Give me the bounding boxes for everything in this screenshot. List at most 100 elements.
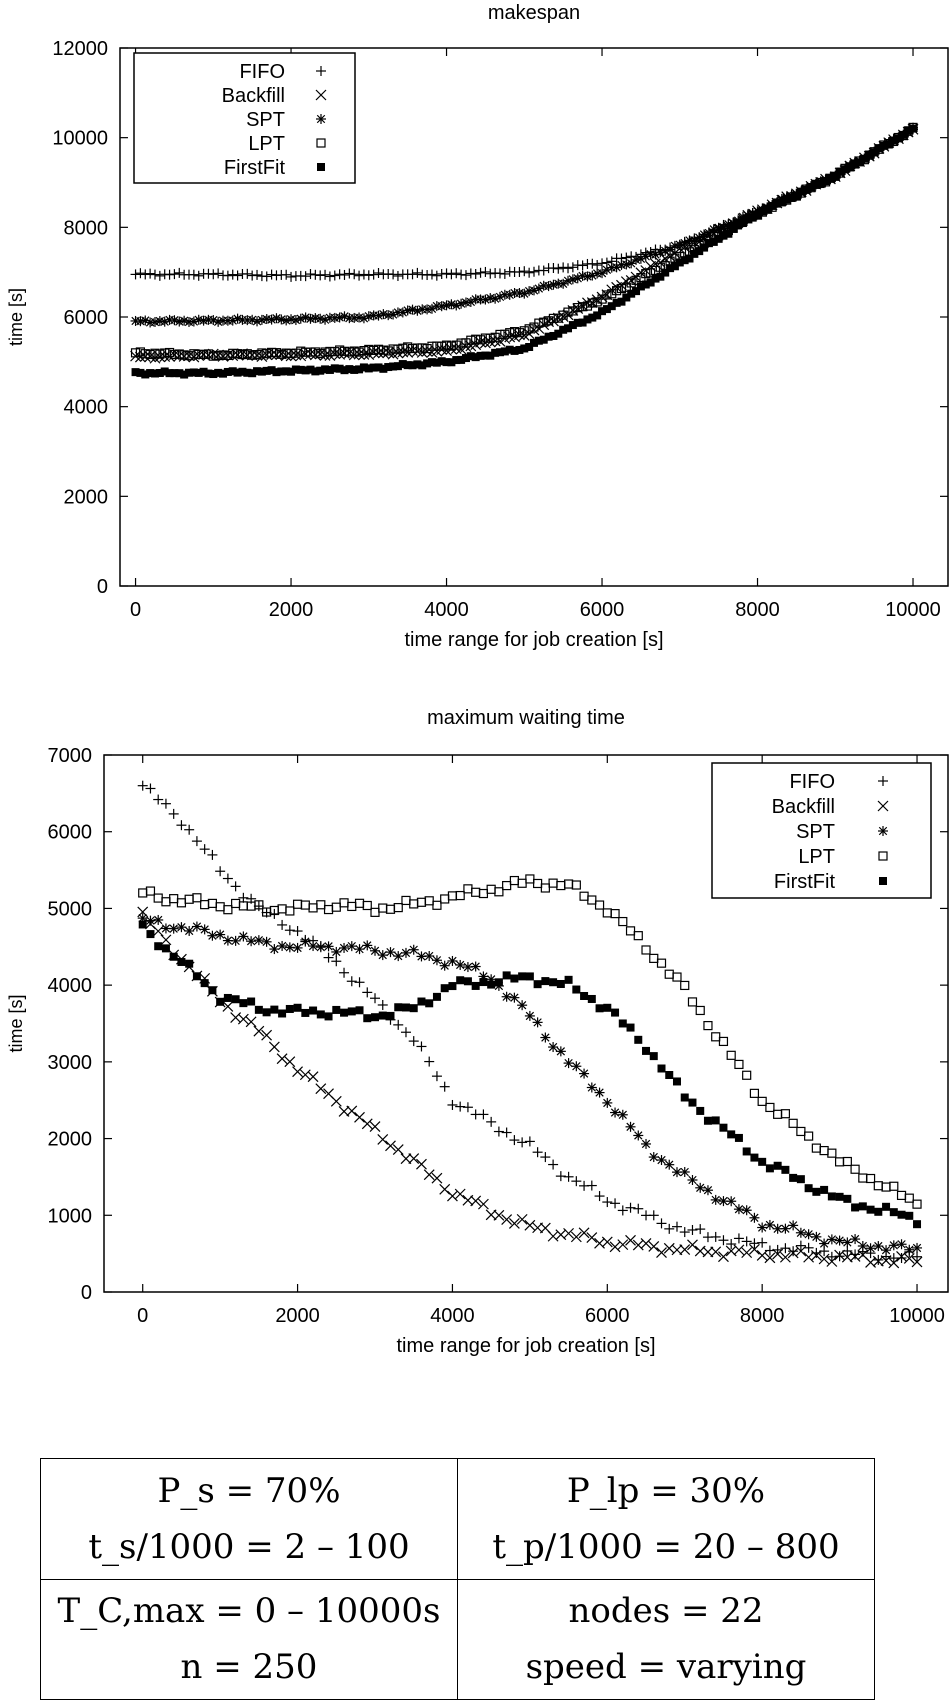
data-point: [400, 947, 411, 958]
data-point: [540, 1032, 551, 1043]
data-point: [431, 270, 442, 281]
y-tick-label: 1000: [48, 1205, 93, 1227]
data-point: [253, 935, 264, 946]
data-point: [137, 780, 148, 791]
data-point: [439, 1081, 450, 1092]
data-point: [385, 904, 396, 914]
data-point: [553, 313, 563, 323]
data-point: [267, 347, 277, 357]
data-point: [617, 1109, 628, 1120]
data-point: [362, 987, 373, 998]
data-point: [513, 329, 525, 341]
data-point: [904, 1193, 914, 1203]
data-point: [873, 1181, 883, 1191]
data-point: [292, 926, 303, 937]
data-point: [648, 1240, 660, 1252]
data-point: [285, 906, 295, 916]
data-point: [145, 268, 156, 279]
data-point: [505, 345, 514, 354]
data-point: [873, 1254, 884, 1265]
data-point: [533, 980, 542, 989]
data-point: [703, 1020, 713, 1031]
data-point: [184, 824, 195, 835]
data-point: [401, 1003, 410, 1012]
data-point: [582, 301, 593, 311]
data-point: [189, 349, 199, 359]
data-point: [788, 1118, 798, 1128]
data-point: [441, 340, 452, 350]
data-point: [355, 365, 364, 374]
data-point: [616, 279, 627, 291]
series-firstfit: [131, 124, 918, 379]
data-point: [598, 307, 607, 316]
data-point: [378, 345, 388, 355]
x-tick-label: 8000: [735, 599, 780, 621]
data-point: [300, 271, 311, 282]
data-point: [743, 214, 752, 223]
x-tick-label: 2000: [269, 599, 314, 621]
data-point: [500, 329, 510, 339]
data-point: [572, 985, 581, 994]
data-point: [650, 265, 661, 275]
data-point: [227, 269, 238, 280]
data-point: [261, 271, 272, 282]
data-point: [330, 364, 339, 373]
y-tick-label: 0: [81, 1282, 92, 1304]
data-point: [687, 1174, 698, 1185]
data-point: [480, 266, 491, 277]
data-point: [827, 1192, 836, 1201]
parameter-cell: P_lp = 30% t_p/1000 = 20 – 800: [457, 1458, 875, 1580]
data-point: [330, 1095, 342, 1107]
data-point: [446, 269, 457, 280]
data-point: [577, 302, 588, 312]
data-point: [252, 269, 263, 280]
data-point: [184, 351, 194, 361]
legend-marker: [317, 163, 325, 171]
data-point: [154, 351, 166, 363]
data-point: [548, 313, 559, 324]
data-point: [633, 1130, 644, 1141]
data-point: [223, 993, 232, 1002]
data-point: [431, 955, 442, 966]
y-tick-label: 5000: [48, 898, 93, 920]
data-point: [796, 1175, 805, 1184]
data-point: [427, 341, 437, 351]
data-point: [757, 1237, 768, 1248]
data-point: [321, 365, 330, 374]
parameter-line: T_C,max = 0 – 10000s: [57, 1591, 441, 1632]
data-point: [412, 267, 423, 278]
parameter-row: P_s = 70% t_s/1000 = 2 – 100 P_lp = 30% …: [40, 1458, 875, 1580]
data-point: [834, 1249, 846, 1261]
data-point: [339, 898, 349, 908]
data-point: [176, 820, 187, 831]
data-point: [524, 1010, 535, 1021]
data-point: [573, 318, 582, 327]
data-point: [437, 341, 447, 351]
data-point: [711, 1032, 721, 1042]
data-point: [213, 350, 223, 361]
data-point: [277, 367, 286, 376]
data-point: [311, 367, 320, 376]
data-point: [384, 363, 393, 372]
data-point: [587, 994, 596, 1003]
data-point: [175, 369, 184, 378]
data-point: [571, 1061, 582, 1072]
data-point: [524, 1136, 535, 1147]
data-point: [423, 359, 432, 368]
data-point: [191, 921, 202, 932]
data-point: [490, 332, 500, 342]
parameter-line: n = 250: [180, 1647, 318, 1688]
data-point: [165, 369, 174, 378]
legend-box: [711, 762, 932, 899]
data-point: [179, 350, 189, 360]
y-tick-label: 6000: [48, 822, 93, 844]
data-point: [889, 1181, 899, 1191]
chart-title: maximum waiting time: [427, 707, 625, 729]
data-point: [135, 347, 146, 357]
data-point: [719, 231, 728, 240]
data-point: [493, 1209, 505, 1221]
data-point: [618, 916, 628, 927]
data-point: [370, 993, 381, 1004]
data-point: [323, 904, 334, 915]
data-point: [230, 881, 241, 892]
